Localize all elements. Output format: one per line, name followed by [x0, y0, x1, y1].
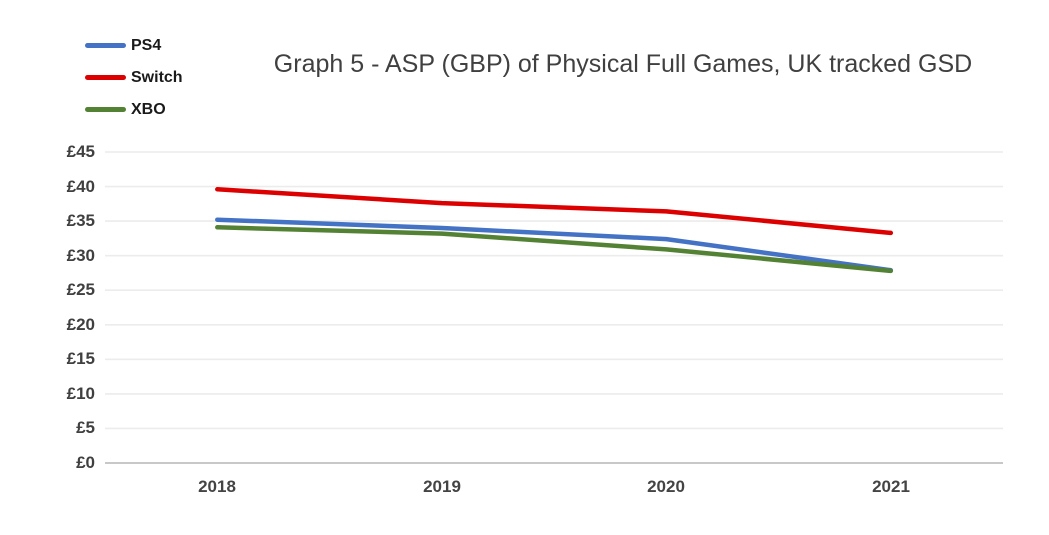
y-tick-label: £10	[66, 384, 95, 403]
y-tick-label: £40	[66, 177, 95, 196]
y-tick-label: £45	[66, 142, 95, 161]
x-tick-label: 2020	[647, 477, 685, 496]
y-tick-label: £30	[66, 246, 95, 265]
y-tick-label: £25	[66, 280, 95, 299]
chart-title: Graph 5 - ASP (GBP) of Physical Full Gam…	[273, 50, 973, 78]
x-tick-label: 2021	[872, 477, 910, 496]
legend-swatch-icon	[85, 43, 126, 48]
legend-item-ps4: PS4	[85, 35, 183, 56]
series-line-xbo	[215, 225, 894, 274]
legend-label: Switch	[131, 68, 183, 86]
legend-swatch-icon	[85, 75, 126, 80]
legend-label: XBO	[131, 100, 166, 118]
series-line-switch	[215, 187, 894, 236]
x-tick-label: 2019	[423, 477, 461, 496]
series-line-ps4	[215, 217, 894, 273]
legend-label: PS4	[131, 36, 162, 54]
legend-item-xbo: XBO	[85, 99, 183, 120]
legend: PS4 Switch XBO	[85, 35, 183, 120]
legend-item-switch: Switch	[85, 67, 183, 88]
y-tick-label: £5	[76, 418, 95, 437]
y-tick-label: £0	[76, 453, 95, 472]
y-tick-label: £15	[66, 349, 95, 368]
x-tick-label: 2018	[198, 477, 236, 496]
y-tick-label: £20	[66, 315, 95, 334]
y-tick-label: £35	[66, 211, 95, 230]
legend-swatch-icon	[85, 107, 126, 112]
